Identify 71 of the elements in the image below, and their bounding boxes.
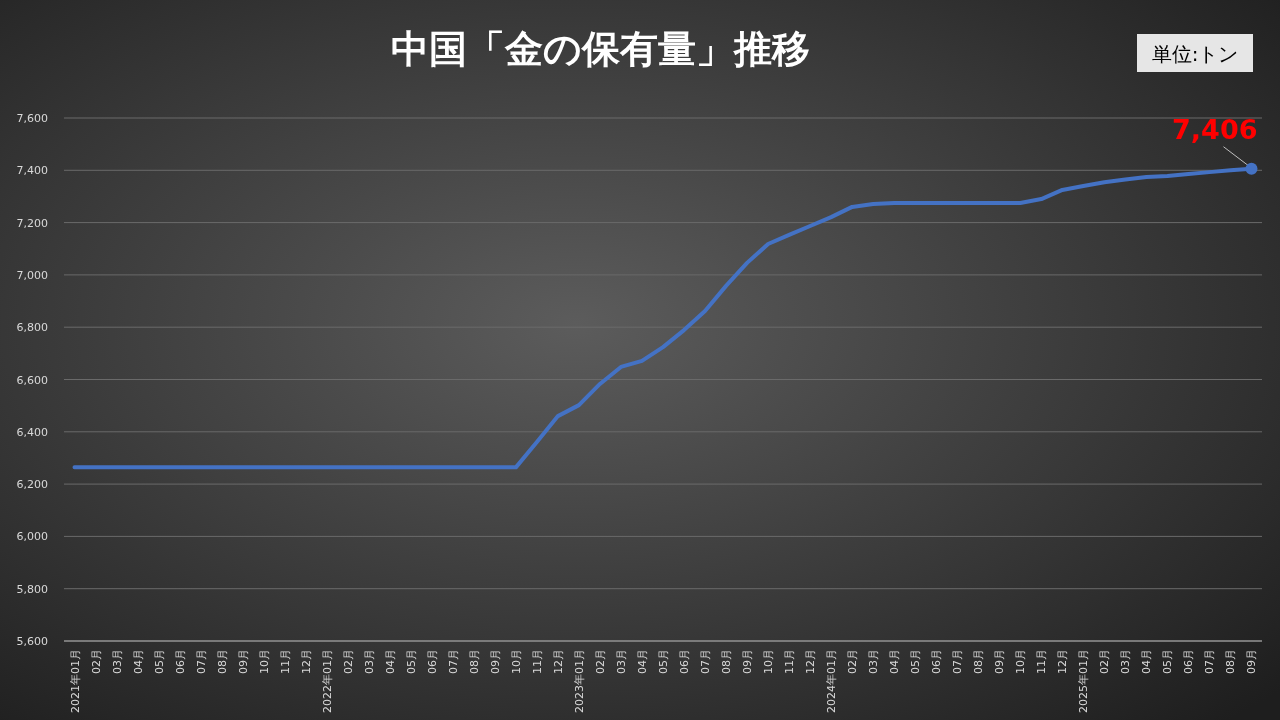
x-tick-label: 10月	[257, 649, 271, 674]
x-tick-label: 02月	[1098, 649, 1112, 674]
x-tick-label: 08月	[720, 649, 734, 674]
x-tick-label: 02月	[341, 649, 355, 674]
x-tick-label: 04月	[383, 649, 397, 674]
y-tick-label: 6,400	[16, 425, 48, 439]
chart-title: 中国「金の保有量」推移	[390, 27, 810, 71]
x-tick-label: 08月	[467, 649, 481, 674]
x-tick-label: 04月	[131, 649, 145, 674]
x-tick-label: 05月	[404, 649, 418, 674]
x-tick-label: 11月	[278, 649, 292, 674]
y-tick-label: 7,200	[16, 216, 48, 230]
x-tick-label: 04月	[1140, 649, 1154, 674]
y-tick-label: 7,400	[16, 164, 48, 178]
x-tick-label: 11月	[783, 649, 797, 674]
x-tick-label: 07月	[446, 649, 460, 674]
x-tick-label: 04月	[635, 649, 649, 674]
x-tick-label: 11月	[530, 649, 544, 674]
x-tick-label: 09月	[488, 649, 502, 674]
x-tick-label: 09月	[993, 649, 1007, 674]
x-tick-label: 10月	[1014, 649, 1028, 674]
x-tick-label: 06月	[930, 649, 944, 674]
x-tick-label: 12月	[1056, 649, 1070, 674]
y-tick-label: 6,000	[16, 530, 48, 544]
x-tick-label: 03月	[614, 649, 628, 674]
x-tick-label: 08月	[215, 649, 229, 674]
x-tick-label: 03月	[867, 649, 881, 674]
x-tick-label: 06月	[1182, 649, 1196, 674]
x-tick-label: 03月	[1119, 649, 1133, 674]
x-tick-label: 2024年01月	[825, 649, 839, 713]
data-label: 7,406	[1172, 113, 1258, 145]
x-tick-label: 02月	[593, 649, 607, 674]
x-tick-label: 07月	[194, 649, 208, 674]
y-tick-label: 6,600	[16, 373, 48, 387]
y-tick-label: 7,000	[16, 268, 48, 282]
x-tick-label: 2022年01月	[320, 649, 334, 713]
x-tick-label: 2021年01月	[68, 649, 82, 713]
y-tick-label: 5,600	[16, 635, 48, 648]
x-tick-label: 09月	[1245, 649, 1259, 674]
x-tick-label: 06月	[425, 649, 439, 674]
x-tick-label: 08月	[1224, 649, 1238, 674]
y-tick-label: 7,600	[16, 112, 48, 125]
x-tick-label: 12月	[551, 649, 565, 674]
x-tick-label: 07月	[951, 649, 965, 674]
x-tick-label: 02月	[846, 649, 860, 674]
x-tick-label: 10月	[762, 649, 776, 674]
x-tick-label: 2023年01月	[572, 649, 586, 713]
x-tick-label: 05月	[1161, 649, 1175, 674]
x-tick-label: 12月	[804, 649, 818, 674]
x-tick-label: 04月	[888, 649, 902, 674]
x-tick-label: 05月	[909, 649, 923, 674]
x-tick-label: 09月	[236, 649, 250, 674]
x-tick-label: 06月	[173, 649, 187, 674]
x-tick-label: 08月	[972, 649, 986, 674]
y-tick-label: 6,800	[16, 321, 48, 335]
x-tick-label: 05月	[657, 649, 670, 674]
x-tick-label: 10月	[509, 649, 523, 674]
y-tick-label: 5,800	[16, 582, 48, 596]
x-tick-label: 2025年01月	[1077, 649, 1091, 713]
x-tick-label: 06月	[678, 649, 692, 674]
x-tick-label: 03月	[110, 649, 124, 674]
x-tick-label: 11月	[1035, 649, 1049, 674]
x-tick-label: 03月	[362, 649, 376, 674]
x-tick-label: 02月	[89, 649, 103, 674]
x-tick-label: 05月	[152, 649, 166, 674]
x-tick-label: 07月	[699, 649, 713, 674]
x-tick-label: 07月	[1203, 649, 1217, 674]
x-tick-label: 09月	[741, 649, 755, 674]
y-tick-label: 6,200	[16, 478, 48, 492]
text: 単位:トン	[1151, 42, 1239, 66]
x-tick-label: 12月	[299, 649, 313, 674]
